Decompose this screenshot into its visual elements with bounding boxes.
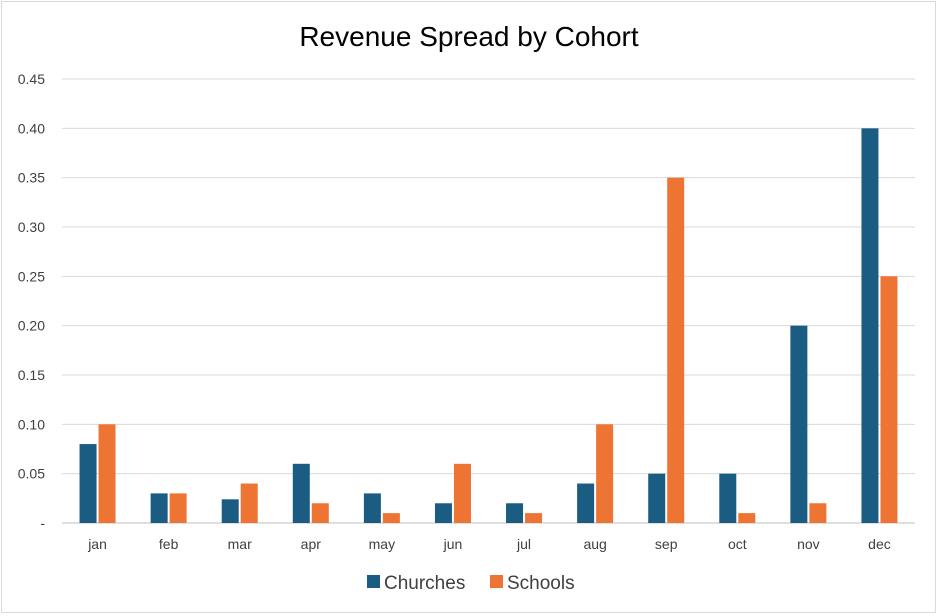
bar-churches-jul: [506, 503, 524, 523]
legend-label-schools: Schools: [507, 573, 575, 594]
x-tick-label: jun: [443, 536, 463, 552]
x-tick-label: jul: [516, 536, 531, 552]
bar-churches-sep: [648, 473, 666, 523]
legend-swatch-churches: [367, 575, 380, 588]
bar-churches-feb: [150, 493, 168, 523]
y-tick-label: -: [40, 515, 45, 531]
bar-schools-sep: [667, 177, 685, 523]
y-tick-label: 0.15: [18, 367, 45, 383]
x-tick-label: feb: [159, 536, 179, 552]
bar-schools-aug: [596, 424, 614, 523]
bar-churches-jan: [79, 444, 97, 523]
y-axis-ticks: - 0.05 0.10 0.15 0.20 0.25 0.30 0.35 0.40 0.45: [18, 71, 46, 531]
x-tick-label: oct: [728, 536, 747, 552]
gridlines: [62, 78, 915, 524]
x-axis-ticks: jan feb mar apr may jun jul aug sep oct nov dec: [87, 536, 891, 552]
bar-churches-may: [363, 493, 381, 523]
bar-schools-apr: [311, 503, 329, 523]
bar-churches-apr: [292, 463, 310, 523]
y-tick-label: 0.35: [18, 170, 45, 186]
bar-schools-may: [382, 513, 400, 523]
legend-label-churches: Churches: [384, 573, 465, 594]
legend-swatch-schools: [490, 575, 503, 588]
y-tick-label: 0.40: [18, 120, 45, 136]
bar-schools-jan: [98, 424, 116, 523]
y-tick-label: 0.05: [18, 466, 45, 482]
x-tick-label: jan: [87, 536, 107, 552]
x-tick-label: mar: [228, 536, 252, 552]
bar-churches-oct: [719, 473, 737, 523]
bar-churches-mar: [221, 499, 239, 523]
y-tick-label: 0.45: [18, 71, 45, 87]
legend: Churches Schools: [367, 573, 575, 594]
bar-churches-aug: [577, 483, 595, 523]
y-tick-label: 0.10: [18, 416, 45, 432]
y-tick-label: 0.30: [18, 219, 45, 235]
bar-schools-dec: [880, 276, 898, 523]
x-tick-label: dec: [868, 536, 891, 552]
y-tick-label: 0.20: [18, 318, 45, 334]
x-tick-label: sep: [655, 536, 678, 552]
bars: [79, 128, 898, 524]
bar-schools-jun: [453, 463, 471, 523]
bar-schools-oct: [738, 513, 756, 523]
bar-schools-jul: [525, 513, 543, 523]
bar-schools-feb: [169, 493, 187, 523]
bar-churches-jun: [434, 503, 452, 523]
x-tick-label: may: [369, 536, 395, 552]
x-tick-label: aug: [583, 536, 606, 552]
x-tick-label: nov: [797, 536, 820, 552]
bar-schools-nov: [809, 503, 827, 523]
bar-churches-nov: [790, 325, 808, 523]
x-tick-label: apr: [301, 536, 322, 552]
bar-schools-mar: [240, 483, 258, 523]
chart-title: Revenue Spread by Cohort: [299, 21, 639, 52]
bar-churches-dec: [861, 128, 879, 524]
y-tick-label: 0.25: [18, 268, 45, 284]
